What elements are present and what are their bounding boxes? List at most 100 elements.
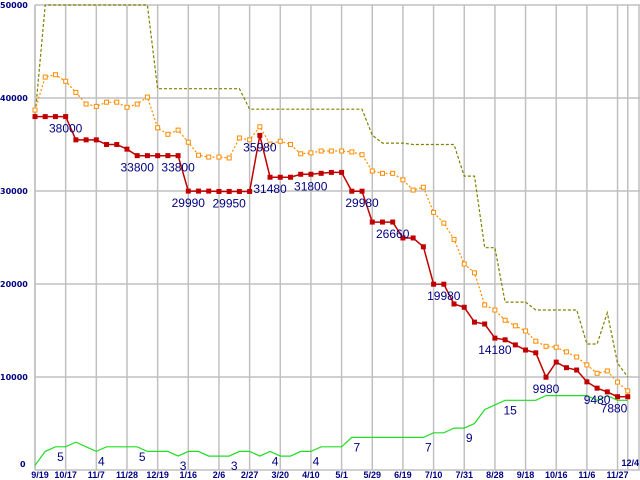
x-tick-label: 7/10 [425,470,443,480]
price-label: 35980 [243,140,277,154]
data-point-average [226,155,232,161]
y-tick-label: 20000 [0,280,28,289]
data-point-min [32,114,38,120]
count-label: 4 [98,454,105,468]
x-tick-label: 11/6 [578,470,595,480]
grid [34,4,640,471]
series-lines [32,4,631,466]
data-point-min [563,365,569,371]
data-point-min [461,304,467,310]
count-label: 3 [231,459,238,473]
price-label: 7880 [601,402,628,416]
data-point-average [175,127,181,133]
data-point-average [42,74,48,80]
data-point-average [206,154,212,160]
data-point-average [165,131,171,137]
data-point-min [379,219,385,225]
price-label: 19980 [427,289,461,303]
y-tick-label: 0 [20,460,26,469]
data-point-average [441,220,447,226]
data-point-min [257,132,263,138]
data-point-average [339,148,345,154]
data-point-min [83,137,89,143]
data-point-min [584,379,590,385]
data-point-average [349,149,355,155]
data-point-min [533,350,539,356]
data-point-min [594,385,600,391]
data-point-min [574,367,580,373]
data-point-average [124,104,130,110]
price-label: 29990 [172,196,206,210]
data-point-min [604,389,610,395]
price-label: 33800 [161,161,195,175]
price-label: 14180 [478,343,512,357]
data-point-average [247,137,253,143]
data-point-average [318,148,324,154]
x-tick-label: 12/19 [146,470,169,480]
data-point-average [390,170,396,176]
data-point-average [400,177,406,183]
data-point-average [196,152,202,158]
data-point-average [431,209,437,215]
data-point-average [512,323,518,329]
data-point-average [379,170,385,176]
data-point-min [155,153,161,159]
y-tick-label: 40000 [0,94,28,103]
data-point-min [512,342,518,348]
count-label: 4 [272,454,279,468]
data-point-min [615,394,621,400]
data-point-min [73,137,79,143]
data-point-min [114,142,120,147]
data-point-average [410,187,416,193]
data-point-average [236,135,242,141]
data-point-average [104,99,110,105]
data-point-average [328,148,334,154]
data-point-min [144,153,150,159]
data-point-average [594,370,600,376]
data-point-min [124,146,130,152]
data-point-average [52,72,58,78]
x-tick-label: 4/10 [302,470,320,480]
data-point-min [410,235,416,241]
x-tick-label: 3/20 [272,470,290,480]
data-point-min [236,188,242,194]
data-point-min [134,153,140,159]
data-point-average [625,388,631,394]
series-line-average [34,74,629,392]
data-point-min [104,142,110,147]
data-point-average [492,307,498,313]
data-point-average [574,354,580,360]
data-point-average [359,152,365,158]
price-label: 33800 [121,161,155,175]
data-point-average [308,150,314,156]
data-labels: 38000 33800 33800 29990 29950 35980 31480 31800… [49,122,628,473]
data-point-min [288,174,293,180]
x-tick-label: 5/29 [363,470,381,480]
y-tick-label: 50000 [0,1,28,10]
data-point-min [502,337,508,343]
x-tick-label: 7/31 [455,470,473,480]
data-point-average [298,151,304,157]
data-point-min [63,114,69,120]
data-point-average [482,302,488,308]
data-point-average [73,89,79,95]
x-tick-label: 5/1 [335,470,348,480]
count-label: 5 [139,450,146,464]
data-point-average [288,142,293,147]
price-label: 26660 [376,227,410,241]
count-label: 5 [57,450,64,464]
count-label: 15 [503,403,517,417]
data-point-average [155,125,161,131]
data-point-min [226,188,232,194]
data-point-average [523,328,529,334]
data-point-average [369,168,375,174]
y-axis: 50000 40000 30000 20000 10000 0 [0,1,28,469]
price-label: 9480 [584,393,611,407]
series-line-min [35,115,628,398]
x-tick-label: 9/19 [31,470,49,480]
data-point-min [471,319,477,325]
data-point-average [277,138,283,144]
series-line-count [34,394,628,466]
series-line-max [34,4,629,378]
data-point-average [134,101,140,107]
